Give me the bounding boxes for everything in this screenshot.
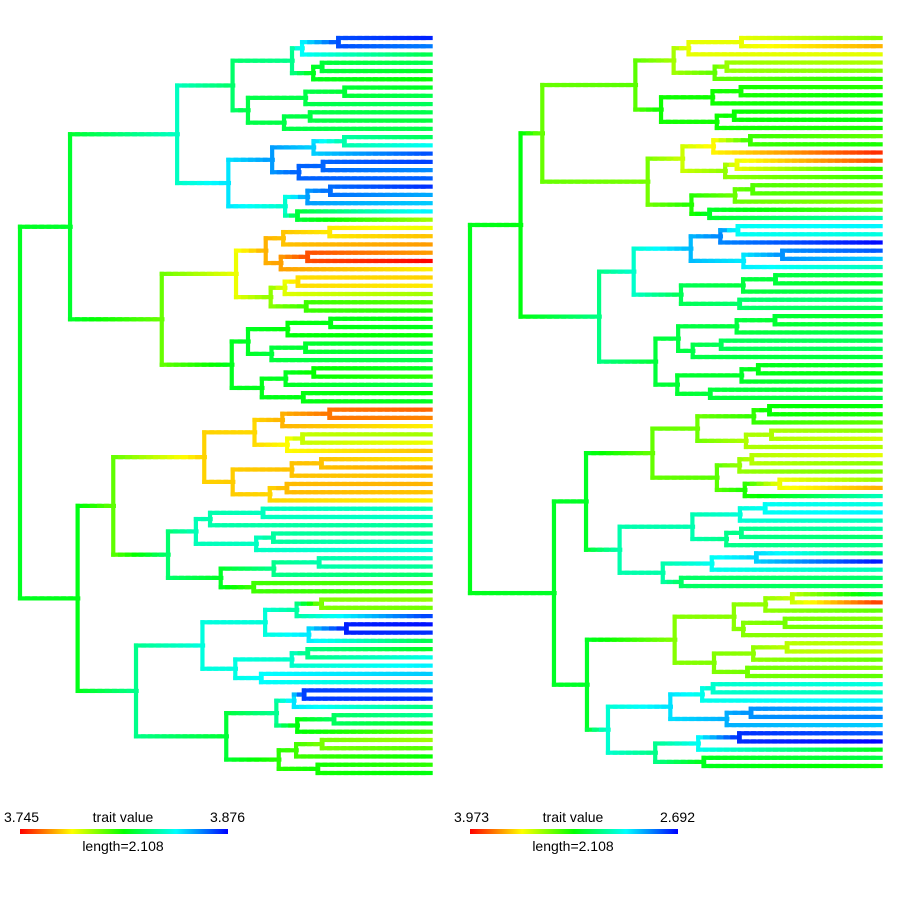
right-legend-colorbar	[470, 829, 678, 834]
right-legend-title: trait value	[543, 809, 604, 825]
right-legend-max-label: 2.692	[660, 809, 695, 825]
left-legend-colorbar	[20, 829, 228, 834]
left-legend-max-label: 3.876	[210, 809, 245, 825]
left-legend-length-label: length=2.108	[82, 838, 164, 854]
right-tree	[467, 35, 883, 769]
left-legend-min-label: 3.745	[4, 809, 39, 825]
left-legend: 3.745 trait value 3.876 length=2.108	[4, 809, 245, 854]
left-tree	[17, 35, 433, 776]
right-legend-length-label: length=2.108	[532, 838, 614, 854]
right-legend: 3.973 trait value 2.692 length=2.108	[454, 809, 695, 854]
left-legend-title: trait value	[93, 809, 154, 825]
right-legend-min-label: 3.973	[454, 809, 489, 825]
